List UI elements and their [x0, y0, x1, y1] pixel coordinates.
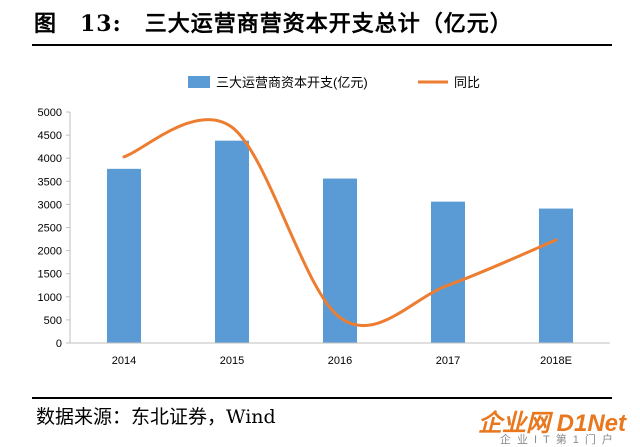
- bar: [431, 201, 465, 343]
- title-rule: [32, 44, 612, 46]
- x-tick-label: 2016: [328, 355, 352, 367]
- y-tick-label: 2000: [38, 246, 62, 258]
- watermark-logo: 企业网 D1Net 企业IT第1门户: [478, 404, 640, 447]
- y-tick-label: 4000: [38, 153, 62, 165]
- y-tick-label: 5000: [38, 107, 62, 119]
- legend-bar-label: 三大运营商资本开支(亿元): [216, 75, 368, 90]
- source-rule: [32, 397, 612, 399]
- bar: [323, 178, 357, 343]
- y-tick-label: 4500: [38, 130, 62, 142]
- y-tick-label: 500: [44, 315, 62, 327]
- legend-line-label: 同比: [454, 75, 480, 90]
- x-tick-label: 2018E: [540, 355, 572, 367]
- x-tick-label: 2014: [112, 355, 136, 367]
- y-tick-label: 3500: [38, 176, 62, 188]
- x-tick-label: 2015: [220, 355, 244, 367]
- legend: 三大运营商资本开支(亿元) 同比: [188, 75, 480, 90]
- watermark-main-text: 企业网 D1Net: [478, 410, 627, 437]
- y-tick-label: 3000: [38, 199, 62, 211]
- bar: [107, 168, 141, 343]
- x-tick-label: 2017: [436, 355, 460, 367]
- legend-bar-swatch: [188, 76, 210, 88]
- bar: [215, 140, 249, 343]
- y-tick-label: 1500: [38, 269, 62, 281]
- chart: 三大运营商资本开支(亿元) 同比 0 500 1000 1500 2000 2500 3000…: [38, 75, 610, 367]
- watermark-sub-text: 企业IT第1门户: [500, 434, 619, 446]
- y-tick-label: 2500: [38, 223, 62, 235]
- figure-title: 图 13: 三大运营商营资本开支总计（亿元）: [34, 11, 513, 37]
- y-tick-label: 1000: [38, 292, 62, 304]
- y-tick-label: 0: [56, 338, 62, 350]
- source-note: 数据来源：东北证券，Wind: [36, 406, 276, 428]
- line-path: [122, 118, 558, 327]
- x-axis: 2014 2015 2016 2017 2018E: [70, 342, 610, 367]
- y-axis: 0 500 1000 1500 2000 2500 3000 3500 4000 4500 5000: [38, 107, 71, 350]
- bar: [539, 208, 573, 343]
- line-series: [122, 118, 558, 327]
- bar-series: [107, 140, 573, 343]
